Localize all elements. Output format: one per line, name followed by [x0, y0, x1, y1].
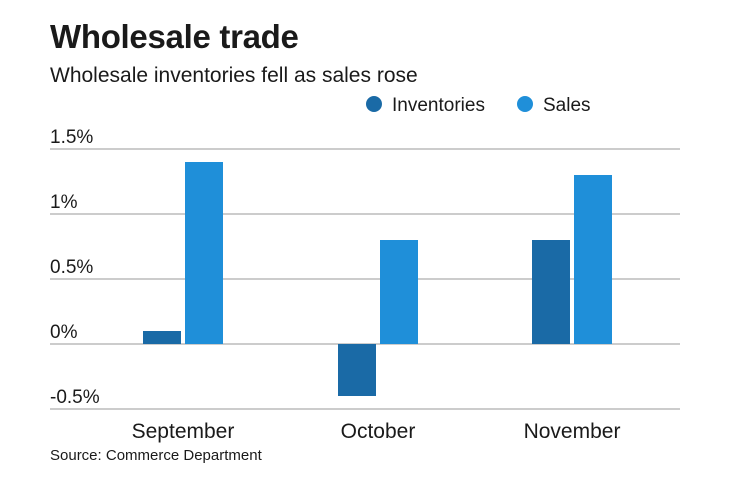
bar-inventories-november — [532, 240, 570, 344]
legend-swatch-sales — [517, 96, 533, 112]
y-tick-label: 1.5% — [50, 127, 93, 148]
legend-swatch-inventories — [366, 96, 382, 112]
bar-inventories-october — [338, 344, 376, 396]
bar-inventories-september — [143, 331, 181, 344]
x-category-label: September — [132, 420, 235, 443]
source-note: Source: Commerce Department — [50, 447, 262, 464]
legend-label-sales: Sales — [543, 95, 591, 116]
chart-subtitle: Wholesale inventories fell as sales rose — [50, 64, 418, 87]
y-tick-label: 1% — [50, 192, 78, 213]
legend: Inventories Sales — [366, 95, 591, 116]
bar-sales-november — [574, 175, 612, 344]
bars — [143, 162, 612, 396]
y-tick-label: -0.5% — [50, 387, 100, 408]
bar-sales-october — [380, 240, 418, 344]
x-category-label: October — [341, 420, 416, 443]
y-tick-label: 0.5% — [50, 257, 93, 278]
chart-title: Wholesale trade — [50, 18, 299, 55]
bar-sales-september — [185, 162, 223, 344]
x-category-label: November — [524, 420, 621, 443]
legend-label-inventories: Inventories — [392, 95, 485, 116]
y-axis-ticks: 1.5% 1% 0.5% 0% -0.5% — [50, 127, 100, 408]
y-tick-label: 0% — [50, 322, 78, 343]
x-axis-categories: September October November — [132, 420, 621, 443]
